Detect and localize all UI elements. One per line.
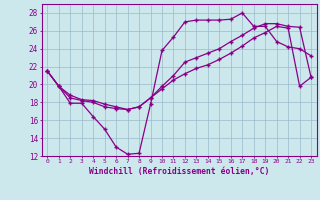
X-axis label: Windchill (Refroidissement éolien,°C): Windchill (Refroidissement éolien,°C) (89, 167, 269, 176)
